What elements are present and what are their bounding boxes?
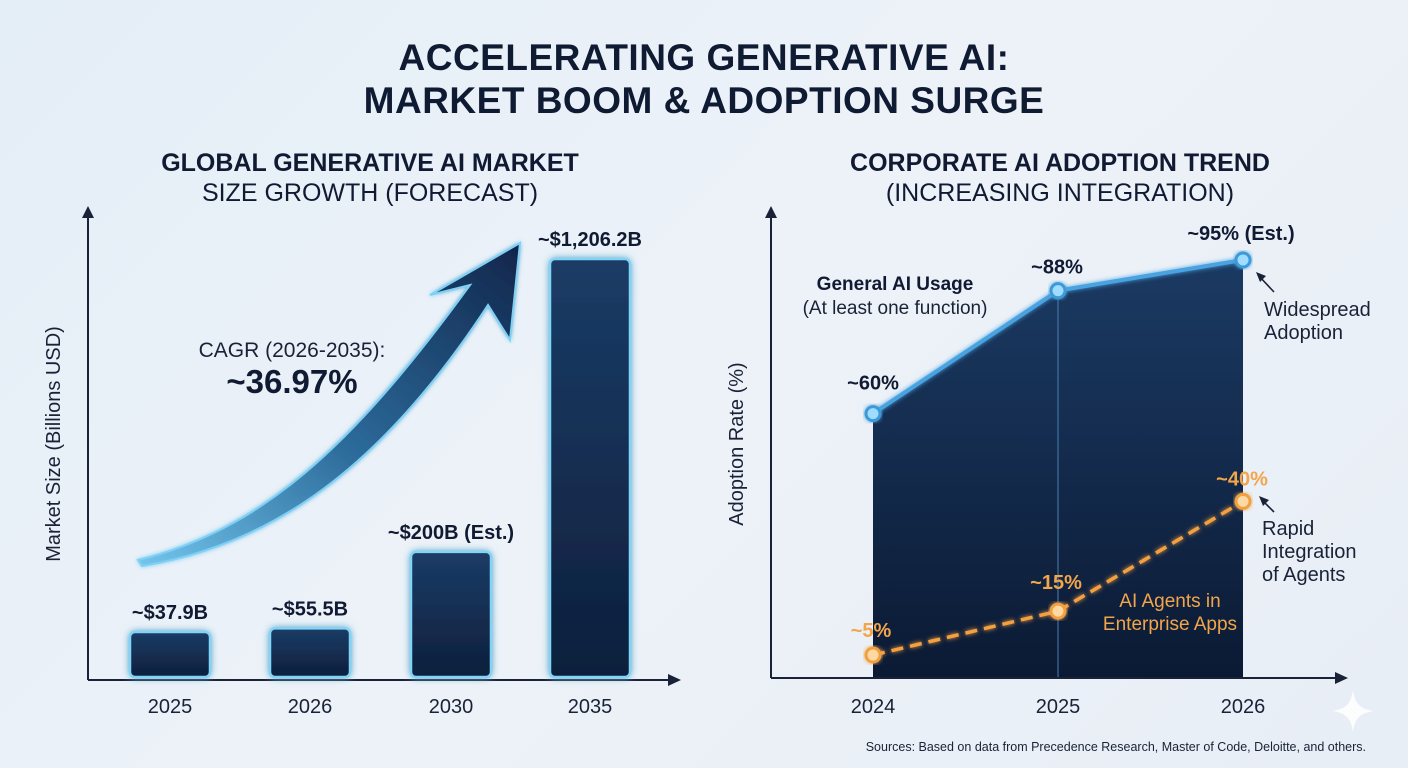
rapid-note-3: of Agents xyxy=(1262,564,1345,586)
bar-2030 xyxy=(409,550,493,679)
cagr-label: CAGR (2026-2035): xyxy=(199,339,386,362)
agents-point xyxy=(1234,492,1252,510)
bar-x-tick-label: 2026 xyxy=(288,696,333,718)
widespread-arrow-icon xyxy=(1256,272,1275,293)
bar-chart-ylabel: Market Size (Billions USD) xyxy=(43,326,65,562)
agents-point xyxy=(1049,602,1067,620)
area-x-tick-label: 2026 xyxy=(1221,696,1266,718)
area-x-tick-label: 2025 xyxy=(1036,696,1081,718)
bar-chart-title: GLOBAL GENERATIVE AI MARKET xyxy=(161,149,579,177)
rapid-note-1: Rapid xyxy=(1262,518,1314,540)
bar-data-label: ~$37.9B xyxy=(132,602,208,624)
bar-2035 xyxy=(548,257,632,679)
source-note: Sources: Based on data from Precedence R… xyxy=(865,740,1366,754)
general-usage-data-label: ~60% xyxy=(847,373,899,395)
rapid-arrow-icon xyxy=(1259,496,1275,513)
bar-x-tick-label: 2035 xyxy=(568,696,613,718)
bar-data-label: ~$200B (Est.) xyxy=(388,522,514,544)
page-title-line1: ACCELERATING GENERATIVE AI: xyxy=(398,37,1010,78)
bar-x-tick-label: 2030 xyxy=(429,696,474,718)
widespread-note-2: Adoption xyxy=(1264,322,1343,344)
bar-series: ~$37.9B 2025 ~$55.5B 2026 ~$200B (Est.) 2030 ~… xyxy=(128,229,642,718)
bar-data-label: ~$1,206.2B xyxy=(538,229,642,251)
area-chart-subtitle: (INCREASING INTEGRATION) xyxy=(885,179,1235,207)
bar-2025 xyxy=(128,630,212,679)
bar-x-tick-label: 2025 xyxy=(148,696,193,718)
bar-data-label: ~$55.5B xyxy=(272,598,348,620)
bar-chart-axes xyxy=(82,206,681,686)
page-title-line2: MARKET BOOM & ADOPTION SURGE xyxy=(363,80,1045,121)
area-chart-ylabel: Adoption Rate (%) xyxy=(726,362,748,525)
agents-point xyxy=(864,646,882,664)
area-series: ~60% ~88% ~95% (Est.) ~5% ~15% ~40% 2024 2025 20… xyxy=(847,223,1294,718)
agents-data-label: ~5% xyxy=(851,620,892,642)
general-usage-data-label: ~88% xyxy=(1031,257,1083,279)
general-usage-data-label: ~95% (Est.) xyxy=(1187,223,1294,245)
cagr-value: ~36.97% xyxy=(226,363,357,400)
series-general-subname: (At least one function) xyxy=(803,298,988,319)
bar-chart-subtitle: SIZE GROWTH (FORECAST) xyxy=(201,179,539,207)
growth-arrow-icon xyxy=(136,241,522,568)
agents-data-label: ~40% xyxy=(1216,468,1268,490)
series-general-name: General AI Usage xyxy=(817,274,974,295)
rapid-note-2: Integration xyxy=(1262,541,1357,563)
series-agents-name-2: Enterprise Apps xyxy=(1103,614,1237,635)
agents-data-label: ~15% xyxy=(1030,572,1082,594)
general-usage-point xyxy=(1049,282,1067,300)
area-x-tick-label: 2024 xyxy=(851,696,896,718)
general-usage-point xyxy=(1234,251,1252,269)
general-usage-point xyxy=(864,405,882,423)
sparkle-icon xyxy=(1332,690,1374,732)
area-chart-axes xyxy=(765,206,1348,684)
series-agents-name-1: AI Agents in xyxy=(1119,591,1220,612)
widespread-note-1: Widespread xyxy=(1264,299,1371,321)
bar-2026 xyxy=(268,627,352,679)
area-chart-title: CORPORATE AI ADOPTION TREND xyxy=(850,149,1270,177)
